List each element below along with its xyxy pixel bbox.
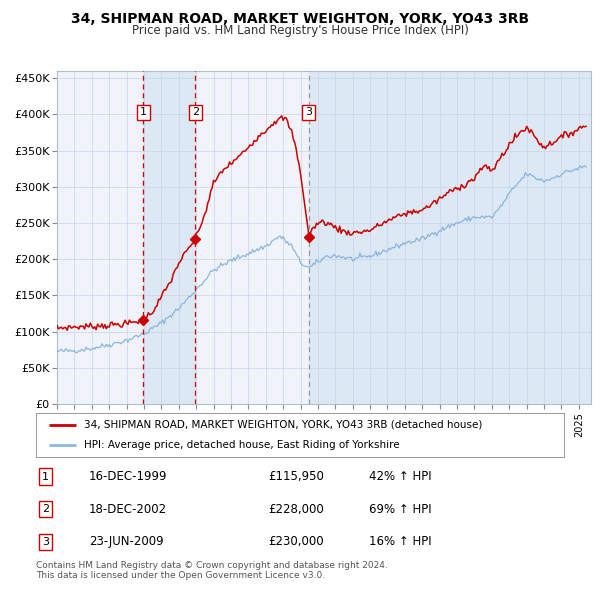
Text: 69% ↑ HPI: 69% ↑ HPI bbox=[368, 503, 431, 516]
Text: 16-DEC-1999: 16-DEC-1999 bbox=[89, 470, 167, 483]
Text: £228,000: £228,000 bbox=[268, 503, 324, 516]
Text: 3: 3 bbox=[305, 107, 312, 117]
Text: HPI: Average price, detached house, East Riding of Yorkshire: HPI: Average price, detached house, East… bbox=[83, 440, 399, 450]
Text: £230,000: £230,000 bbox=[268, 535, 324, 548]
Text: £115,950: £115,950 bbox=[268, 470, 324, 483]
Text: Contains HM Land Registry data © Crown copyright and database right 2024.
This d: Contains HM Land Registry data © Crown c… bbox=[36, 561, 388, 581]
Text: 2: 2 bbox=[192, 107, 199, 117]
Text: 16% ↑ HPI: 16% ↑ HPI bbox=[368, 535, 431, 548]
Text: Price paid vs. HM Land Registry's House Price Index (HPI): Price paid vs. HM Land Registry's House … bbox=[131, 24, 469, 37]
Bar bbox=[143, 71, 196, 404]
Text: 23-JUN-2009: 23-JUN-2009 bbox=[89, 535, 163, 548]
Bar bbox=[308, 71, 595, 404]
Text: 1: 1 bbox=[140, 107, 147, 117]
Text: 42% ↑ HPI: 42% ↑ HPI bbox=[368, 470, 431, 483]
Text: 1: 1 bbox=[42, 471, 49, 481]
Text: 34, SHIPMAN ROAD, MARKET WEIGHTON, YORK, YO43 3RB: 34, SHIPMAN ROAD, MARKET WEIGHTON, YORK,… bbox=[71, 12, 529, 26]
Text: 2: 2 bbox=[42, 504, 49, 514]
Text: 18-DEC-2002: 18-DEC-2002 bbox=[89, 503, 167, 516]
Text: 3: 3 bbox=[42, 537, 49, 547]
Text: 34, SHIPMAN ROAD, MARKET WEIGHTON, YORK, YO43 3RB (detached house): 34, SHIPMAN ROAD, MARKET WEIGHTON, YORK,… bbox=[83, 420, 482, 430]
